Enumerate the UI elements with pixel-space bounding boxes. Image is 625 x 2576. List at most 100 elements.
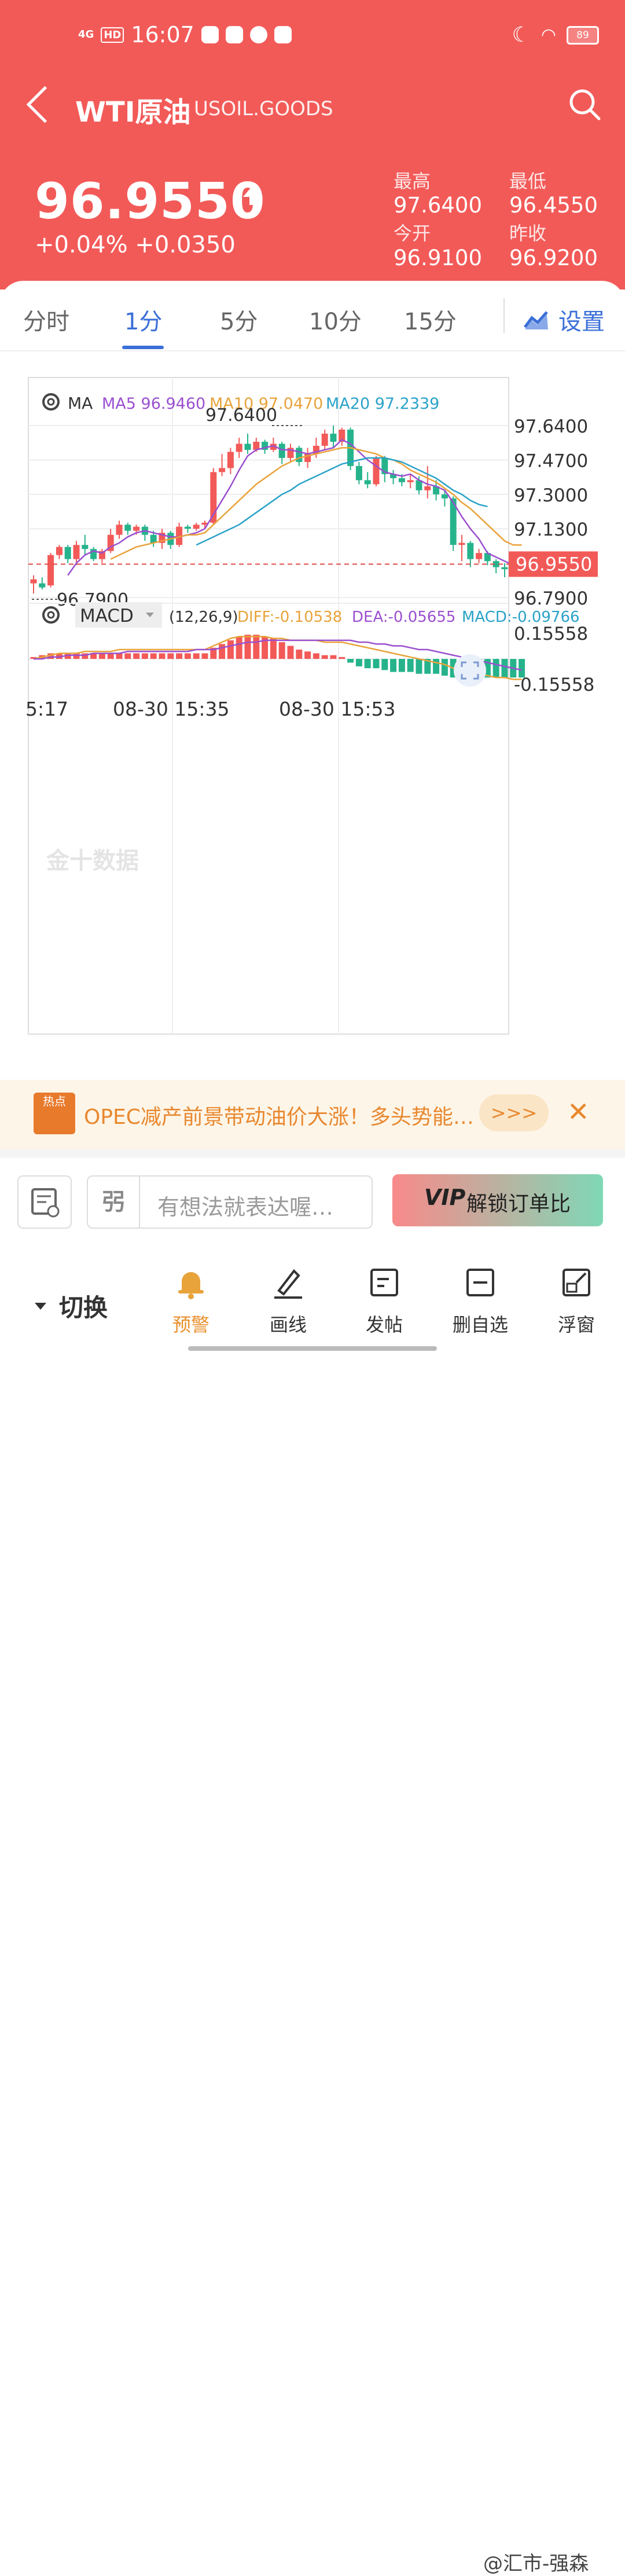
close-icon[interactable]: ✕ [567, 1096, 590, 1127]
macd-bar [116, 653, 123, 659]
remove-watchlist-button[interactable]: 删自选 [446, 1265, 515, 1337]
news-headline[interactable]: OPEC减产前景带动油价大涨！多头势能… [84, 1105, 474, 1129]
tab-10min[interactable]: 10分 [309, 309, 362, 335]
candle-body [90, 549, 97, 559]
macd-bar [98, 653, 105, 659]
home-indicator [188, 1346, 437, 1351]
switch-button[interactable]: 切换 [35, 1288, 108, 1324]
candle-body [339, 429, 345, 442]
x-tick-2: 08-30 15:53 [279, 698, 395, 720]
y-tick-label: 97.6400 [514, 416, 588, 437]
active-tab-indicator [122, 346, 164, 349]
y-axis-labels: 97.6400 97.4700 97.3000 97.1300 96.7900 [514, 416, 588, 609]
candle-body [364, 480, 371, 485]
floating-window-label: 浮窗 [557, 1314, 595, 1336]
gear-icon[interactable] [42, 393, 60, 411]
bell-icon [178, 1272, 204, 1299]
candle-body [176, 526, 183, 545]
macd-bar [390, 659, 397, 672]
back-arrow-icon[interactable] [26, 86, 64, 123]
ma5-legend: MA5 96.9460 [102, 395, 205, 413]
alert-button[interactable]: 预警 [156, 1265, 226, 1337]
macd-bar [124, 653, 131, 659]
y-tick-label: 97.4700 [514, 450, 588, 471]
search-icon[interactable] [567, 87, 602, 122]
macd-bar [364, 659, 371, 669]
macd-bar [355, 659, 362, 666]
candle-body [424, 486, 431, 490]
candle-body [107, 534, 114, 551]
chart-settings-button[interactable]: 设置 [524, 303, 605, 336]
macd-bar [47, 653, 54, 659]
chat-icon [249, 26, 267, 43]
macd-bar [236, 636, 242, 659]
ma10-legend: MA10 97.0470 [209, 395, 323, 413]
qq-icon [201, 26, 219, 43]
macd-bar [227, 640, 234, 659]
macd-bar [373, 659, 380, 669]
hot-badge: 热点 [34, 1093, 75, 1134]
macd-bar [339, 657, 345, 659]
candle-body [390, 474, 397, 478]
macd-bar [321, 655, 328, 659]
dropdown-icon [146, 613, 154, 617]
macd-bar [64, 653, 71, 659]
candle-body [467, 543, 474, 559]
comment-input[interactable]: 弜 有想法就表达喔… [87, 1175, 373, 1229]
tab-15min[interactable]: 15分 [404, 309, 457, 335]
macd-bar [141, 653, 148, 659]
candle-body [201, 522, 208, 525]
low-label: 最低 [509, 170, 547, 192]
prev-close-label: 昨收 [509, 222, 547, 244]
news-banner[interactable]: 热点 OPEC减产前景带动油价大涨！多头势能… >>> ✕ [0, 1080, 625, 1149]
macd-indicator-select[interactable] [75, 602, 162, 628]
macd-gear-icon[interactable] [42, 606, 60, 624]
macd-y-bottom: -0.15558 [514, 675, 594, 695]
macd-bar [304, 651, 311, 659]
candle-body [330, 433, 337, 442]
prev-close-value: 96.9200 [509, 245, 598, 270]
bottom-toolbar: 切换 预警 画线 发帖 删自选 [0, 1242, 625, 2575]
quote-header: 4G HD 16:07 ☾ ◠ 89 WTI原油 USOIL.GOODS 96.… [0, 0, 625, 290]
y-tick-label: 97.1300 [514, 519, 588, 540]
post-button[interactable]: 发帖 [350, 1265, 419, 1337]
low-value: 96.4550 [509, 193, 598, 218]
macd-bar [56, 653, 62, 659]
draw-line-button[interactable]: 画线 [253, 1265, 323, 1337]
macd-bar [381, 659, 388, 670]
news-more-button[interactable]: >>> [479, 1094, 549, 1131]
high-marker: 97.6400 [205, 405, 277, 426]
tab-5min[interactable]: 5分 [220, 309, 258, 335]
floating-window-button[interactable]: 浮窗 [542, 1265, 611, 1337]
candle-body [30, 579, 37, 584]
tab-1min[interactable]: 1分 [124, 309, 163, 335]
chart-settings-icon [524, 311, 548, 329]
bullish-bearish-icon[interactable]: 弜 [88, 1177, 140, 1227]
candle-body [193, 525, 200, 529]
macd-name: MACD [80, 606, 134, 626]
note-settings-button[interactable] [17, 1175, 72, 1229]
clock: 16:07 [131, 22, 194, 47]
unlock-order-ratio-button[interactable]: VIP 解锁订单比 [392, 1174, 603, 1226]
post-label: 发帖 [365, 1314, 403, 1336]
macd-bar [82, 653, 89, 659]
candle-body [116, 525, 123, 535]
macd-value: MACD:-0.09766 [462, 609, 580, 626]
section-gap [0, 1149, 625, 1158]
macd-bar [501, 659, 508, 678]
candle-body [501, 567, 508, 570]
candle-body [82, 545, 89, 549]
current-price-label: 96.9550 [516, 553, 592, 575]
macd-bar [30, 657, 37, 659]
tab-time-share[interactable]: 分时 [23, 309, 69, 335]
x-tick-0: 5:17 [25, 698, 68, 720]
candle-body [304, 453, 311, 462]
symbol-code: USOIL.GOODS [194, 97, 333, 120]
macd-bar [296, 649, 303, 659]
candle-body [56, 547, 62, 555]
macd_dea-line [34, 639, 522, 671]
kline-chart[interactable]: 金十数据 MA MA5 96.9460 MA10 97.0470 MA20 97… [0, 371, 625, 1077]
watermark-text: 金十数据 [46, 848, 139, 874]
candle-body [244, 444, 251, 450]
fullscreen-icon[interactable] [454, 654, 486, 687]
